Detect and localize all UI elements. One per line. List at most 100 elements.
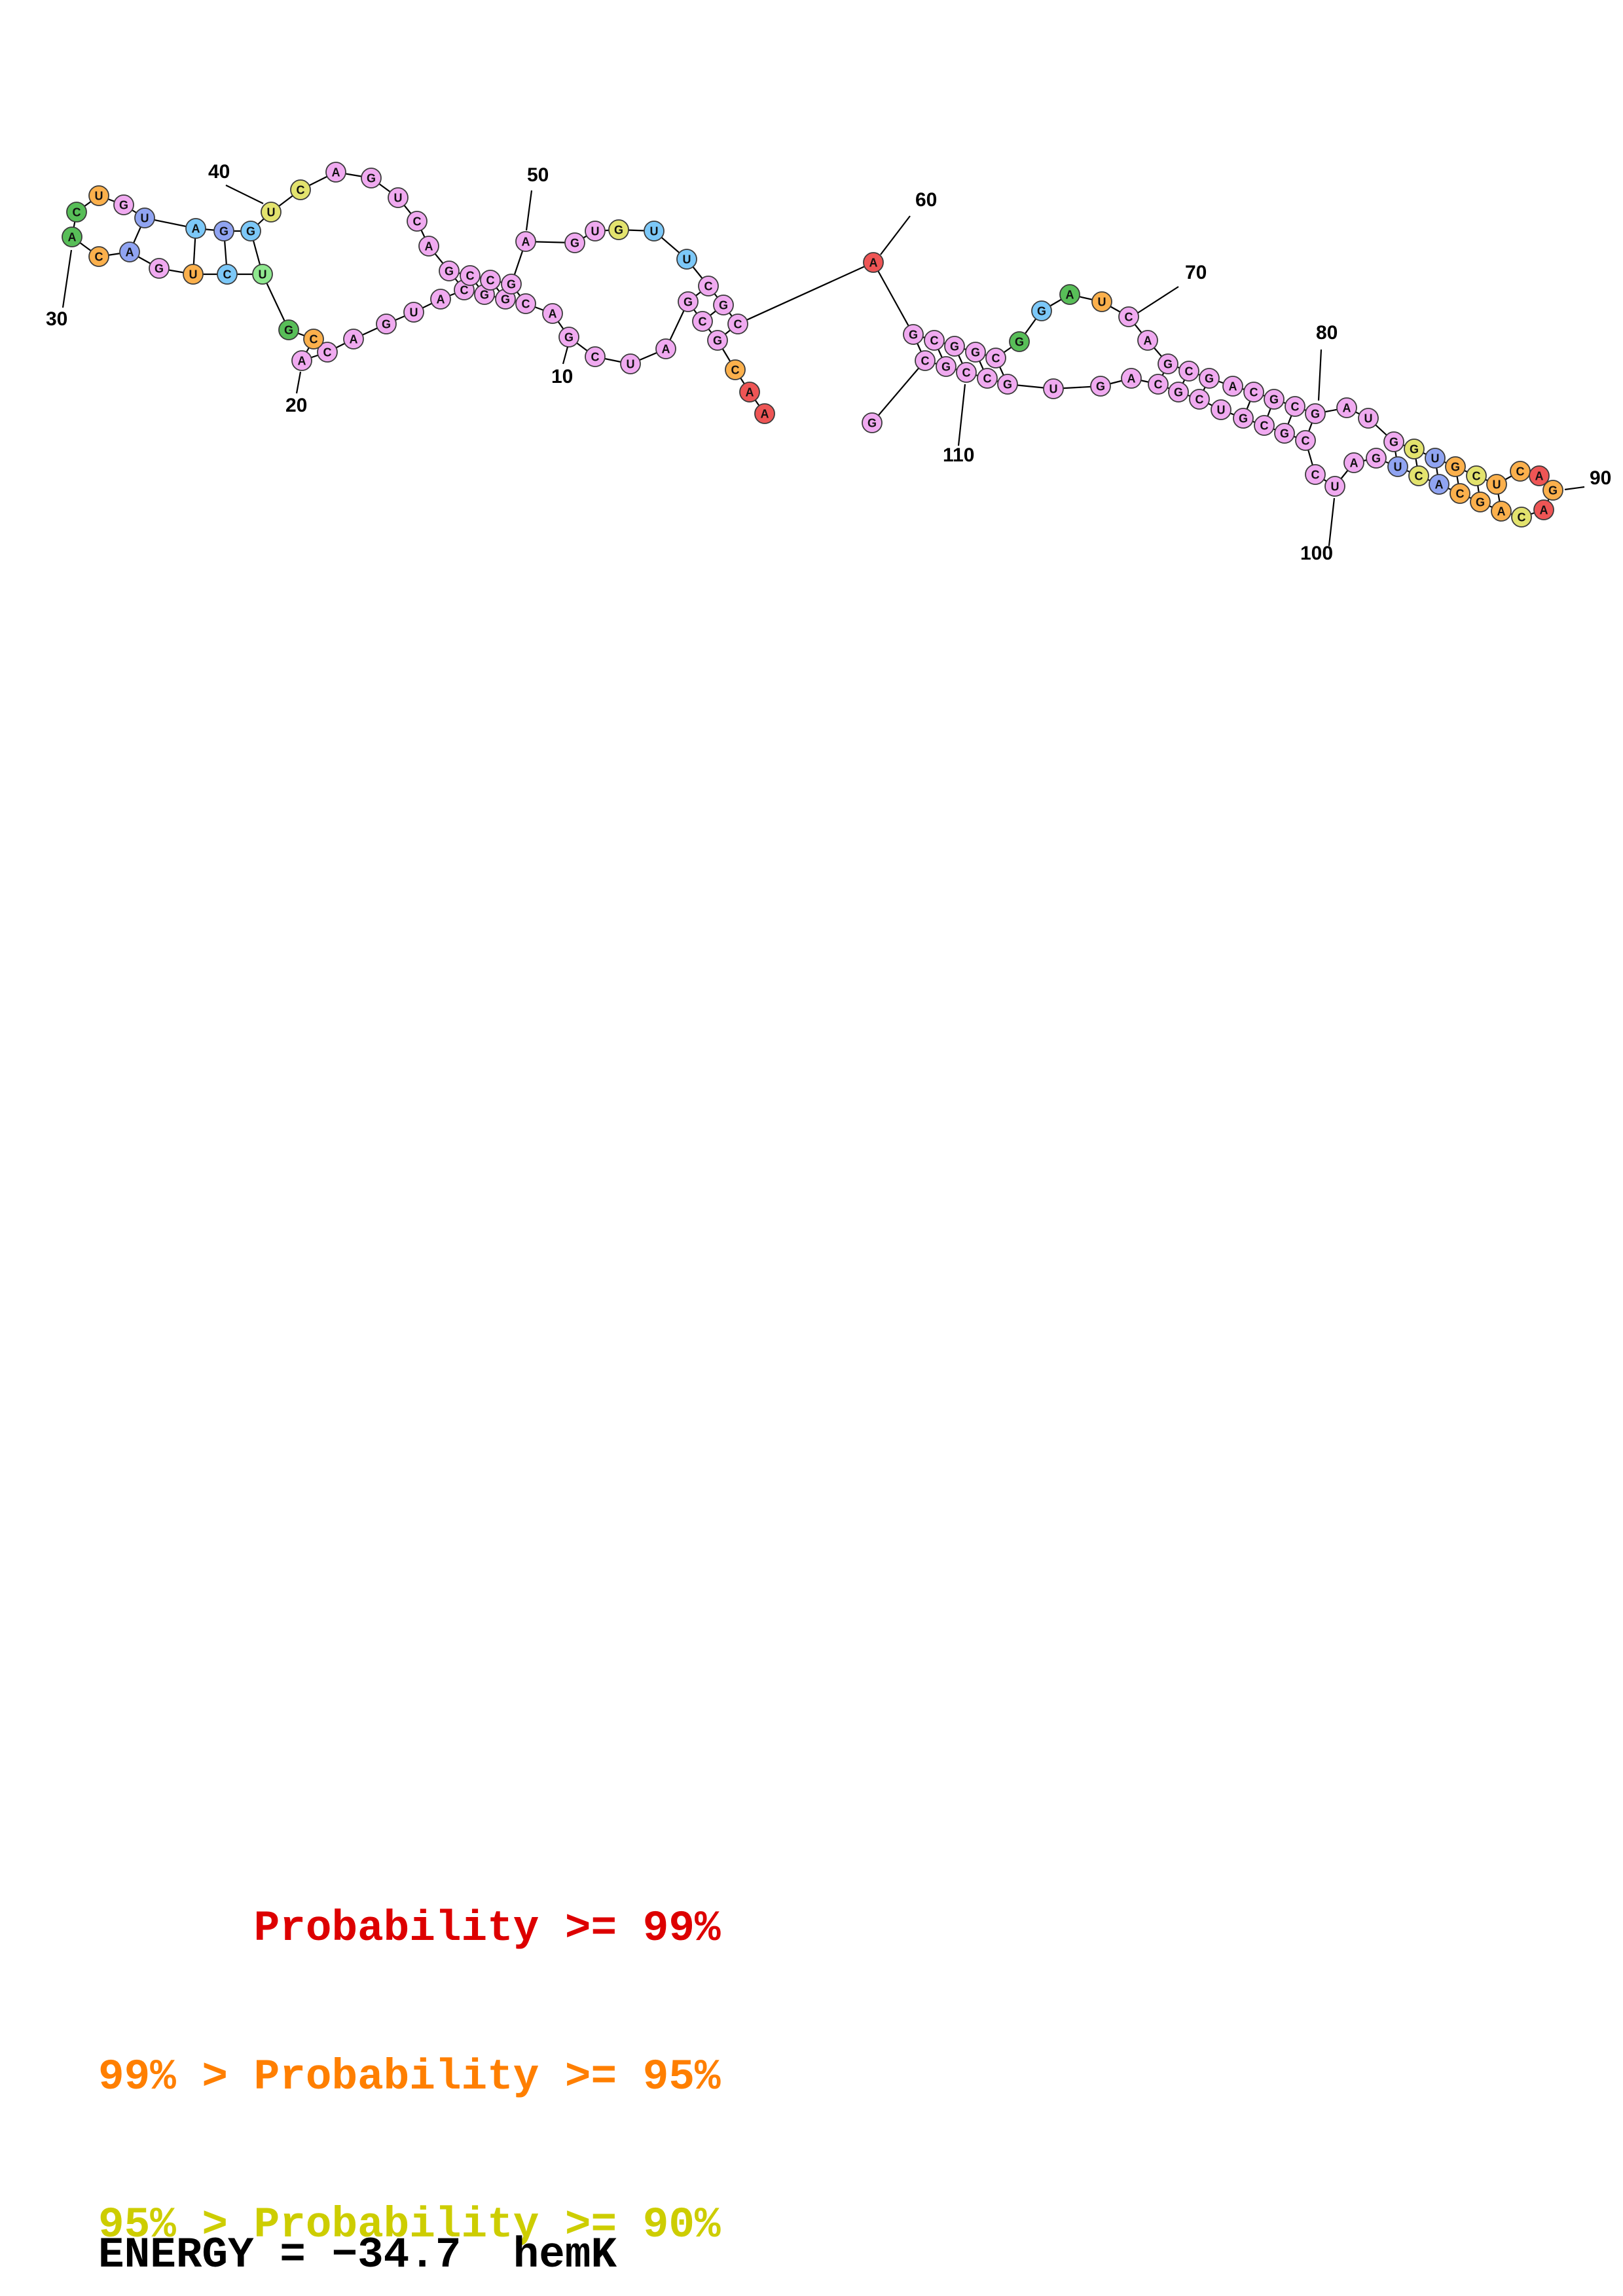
probability-legend: Probability >= 99% 99% > Probability >= …	[98, 1805, 721, 2296]
svg-text:A: A	[869, 257, 878, 270]
svg-text:C: C	[962, 367, 971, 380]
svg-text:C: C	[1260, 420, 1269, 433]
svg-text:G: G	[1410, 443, 1419, 456]
svg-text:G: G	[1096, 380, 1105, 393]
svg-text:G: G	[1163, 358, 1173, 371]
svg-text:C: C	[591, 351, 600, 364]
svg-text:A: A	[549, 308, 557, 321]
svg-text:A: A	[1350, 457, 1359, 470]
svg-text:A: A	[437, 293, 445, 306]
svg-text:C: C	[460, 284, 469, 297]
svg-text:C: C	[1516, 465, 1525, 478]
svg-text:C: C	[323, 346, 332, 359]
svg-text:A: A	[1229, 380, 1237, 393]
legend-line-90: 95% > Probability >= 90%	[98, 2200, 721, 2250]
svg-text:A: A	[1066, 289, 1074, 302]
svg-text:A: A	[126, 246, 134, 259]
svg-text:90: 90	[1590, 467, 1611, 489]
svg-text:U: U	[1098, 296, 1106, 309]
svg-text:U: U	[627, 358, 635, 371]
svg-text:C: C	[95, 251, 103, 264]
svg-text:A: A	[1535, 470, 1544, 483]
svg-text:A: A	[1435, 478, 1444, 492]
svg-text:50: 50	[527, 164, 549, 186]
svg-text:G: G	[1269, 393, 1279, 406]
svg-text:G: G	[713, 334, 722, 348]
svg-text:U: U	[650, 225, 659, 238]
svg-text:U: U	[1493, 478, 1501, 492]
svg-text:G: G	[480, 289, 489, 302]
svg-text:G: G	[1239, 412, 1248, 425]
svg-text:A: A	[350, 333, 358, 346]
svg-text:G: G	[570, 237, 579, 250]
svg-text:C: C	[413, 215, 422, 228]
svg-text:C: C	[704, 280, 713, 293]
svg-text:U: U	[591, 225, 600, 238]
svg-text:G: G	[445, 265, 454, 278]
svg-text:C: C	[930, 334, 939, 348]
svg-text:G: G	[941, 361, 951, 374]
svg-text:G: G	[1548, 484, 1558, 497]
svg-text:A: A	[332, 166, 340, 179]
svg-text:G: G	[1037, 305, 1046, 318]
svg-text:G: G	[867, 417, 877, 430]
svg-text:A: A	[662, 343, 670, 356]
svg-text:G: G	[1015, 336, 1024, 349]
svg-text:C: C	[486, 274, 495, 287]
svg-text:U: U	[141, 212, 149, 225]
backbone-bonds	[71, 171, 1554, 518]
svg-text:C: C	[1185, 365, 1194, 378]
svg-text:C: C	[1195, 393, 1204, 406]
svg-text:U: U	[259, 268, 267, 281]
nucleotide-circles	[62, 162, 1563, 528]
svg-text:G: G	[909, 329, 918, 342]
svg-text:U: U	[1364, 412, 1373, 425]
svg-text:C: C	[1291, 401, 1300, 414]
svg-text:G: G	[1174, 386, 1183, 399]
svg-text:C: C	[1311, 469, 1320, 482]
svg-text:A: A	[1540, 504, 1548, 517]
svg-text:G: G	[1280, 427, 1289, 440]
svg-text:G: G	[1476, 496, 1485, 509]
svg-text:10: 10	[551, 366, 573, 387]
svg-text:U: U	[267, 206, 276, 219]
svg-text:A: A	[192, 223, 200, 236]
svg-text:U: U	[189, 268, 198, 281]
svg-text:G: G	[501, 293, 510, 306]
svg-text:G: G	[1451, 461, 1460, 474]
svg-text:U: U	[1331, 480, 1340, 493]
svg-text:C: C	[699, 315, 707, 329]
svg-text:A: A	[298, 355, 306, 368]
svg-text:C: C	[1456, 488, 1465, 501]
svg-text:A: A	[522, 236, 530, 249]
svg-text:G: G	[564, 331, 574, 344]
svg-text:G: G	[284, 324, 293, 337]
svg-text:U: U	[1431, 452, 1440, 465]
svg-text:C: C	[734, 318, 742, 331]
svg-text:A: A	[425, 240, 433, 253]
position-labels: 10 20 30 40 50 60 70 80 90 100 110	[46, 161, 1611, 564]
svg-text:C: C	[992, 352, 1000, 365]
legend-line-99: Probability >= 99%	[98, 1904, 721, 1953]
svg-text:G: G	[246, 225, 255, 238]
svg-text:C: C	[1250, 386, 1258, 399]
svg-text:U: U	[1217, 404, 1226, 417]
svg-text:G: G	[1372, 452, 1381, 465]
svg-text:A: A	[1343, 402, 1351, 415]
svg-text:A: A	[761, 408, 769, 421]
svg-text:G: G	[119, 199, 128, 212]
svg-text:G: G	[382, 318, 391, 331]
svg-text:100: 100	[1300, 543, 1333, 564]
svg-text:C: C	[73, 206, 81, 219]
svg-text:C: C	[1518, 511, 1526, 524]
svg-text:U: U	[95, 190, 103, 203]
svg-text:G: G	[684, 296, 693, 309]
svg-text:A: A	[746, 386, 754, 399]
svg-text:U: U	[683, 253, 691, 266]
svg-text:C: C	[297, 184, 305, 197]
svg-text:C: C	[223, 268, 232, 281]
svg-text:G: G	[1389, 436, 1398, 449]
svg-text:C: C	[310, 333, 318, 346]
